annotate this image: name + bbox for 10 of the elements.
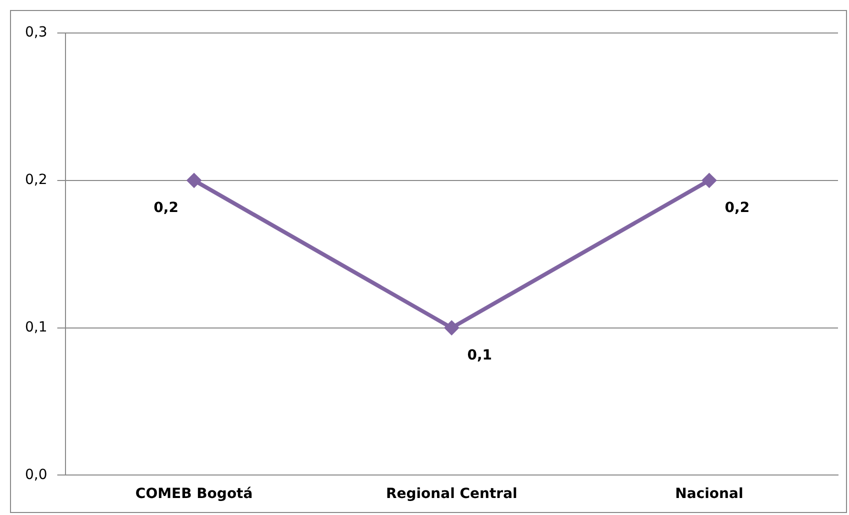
y-tick-label: 0,1: [25, 319, 48, 336]
data-label: 0,2: [724, 200, 750, 216]
y-tick-label: 0,0: [25, 466, 48, 483]
y-tick-label: 0,3: [25, 24, 48, 41]
data-label: 0,2: [154, 200, 178, 216]
x-tick-label: Nacional: [675, 486, 744, 502]
x-tick-label: Regional Central: [386, 486, 518, 502]
x-tick-label: COMEB Bogotá: [135, 486, 253, 502]
y-tick-label: 0,2: [25, 172, 48, 188]
data-label: 0,1: [467, 347, 492, 364]
